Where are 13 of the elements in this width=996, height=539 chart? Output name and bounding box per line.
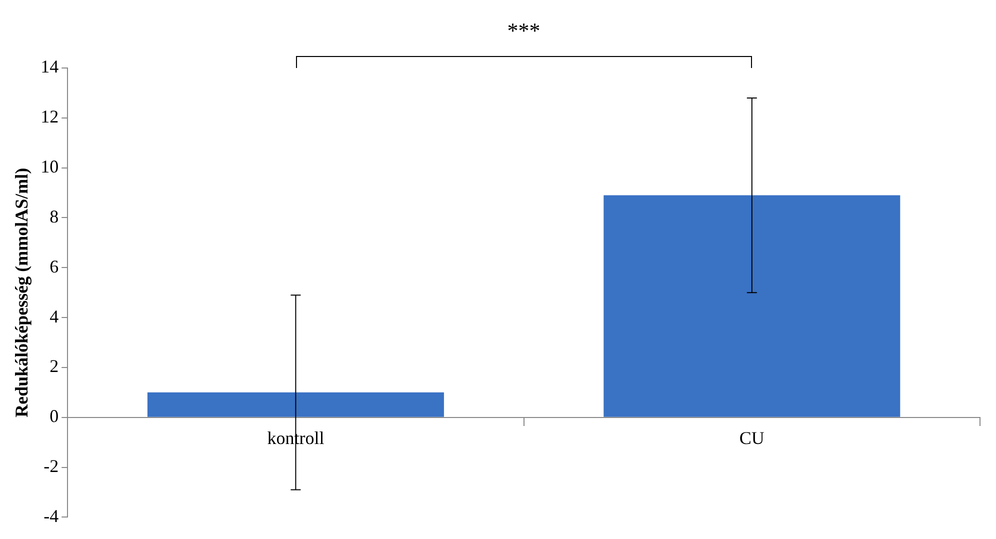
y-tick-label: 12 (40, 106, 59, 127)
x-tick-label: CU (739, 428, 764, 448)
y-tick-label: 10 (40, 156, 59, 177)
y-tick-label: 14 (40, 56, 59, 77)
y-tick-label: -4 (44, 506, 59, 526)
y-tick-label: 8 (50, 206, 59, 226)
y-tick-label: 0 (50, 406, 59, 426)
y-tick-label: 2 (50, 356, 59, 376)
text: *** (506, 18, 542, 44)
y-tick-label: 4 (50, 306, 59, 326)
y-tick-label: -2 (44, 456, 59, 476)
y-axis-title: Redukálóképesség (mmolAS/ml) (11, 168, 32, 418)
y-tick-label: 6 (50, 256, 59, 276)
